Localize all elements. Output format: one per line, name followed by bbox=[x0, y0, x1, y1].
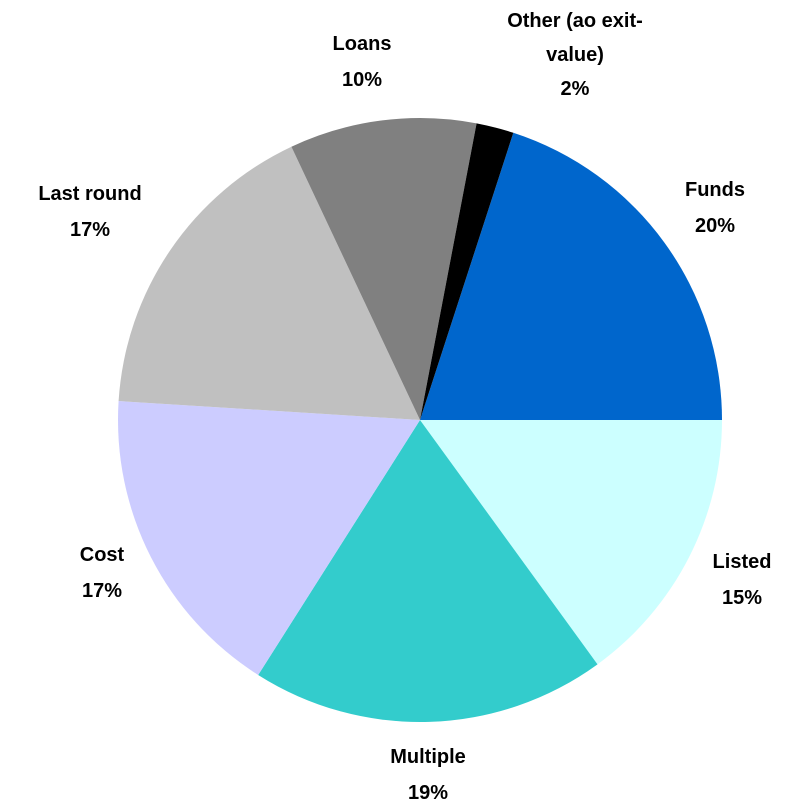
slice-label: Other (ao exit-value) 2% bbox=[490, 4, 660, 106]
slice-label: Loans 10% bbox=[333, 26, 392, 98]
pie-slice bbox=[420, 123, 514, 421]
pie-slice bbox=[420, 132, 722, 420]
category-name: Multiple bbox=[390, 746, 466, 768]
slice-label: Multiple 19% bbox=[390, 739, 466, 811]
value-label: 19% bbox=[407, 782, 449, 804]
slice-label: Listed 15% bbox=[713, 544, 772, 616]
value-label: 17% bbox=[69, 219, 111, 241]
category-name: Last round bbox=[38, 183, 142, 205]
slice-label: Funds 20% bbox=[685, 172, 745, 244]
value-label: 2% bbox=[560, 78, 590, 100]
pie-slice bbox=[291, 118, 477, 420]
pie-slice bbox=[420, 420, 722, 665]
pie-slice bbox=[258, 420, 598, 723]
category-name: Other (ao exit-value) bbox=[507, 10, 643, 66]
value-label: 15% bbox=[721, 587, 763, 609]
category-name: Loans bbox=[332, 33, 392, 55]
slice-label: Last round 17% bbox=[38, 176, 141, 248]
value-label: 20% bbox=[694, 215, 736, 237]
category-name: Listed bbox=[712, 551, 772, 573]
category-name: Cost bbox=[79, 544, 125, 566]
value-label: 10% bbox=[341, 69, 383, 91]
category-name: Funds bbox=[685, 179, 745, 201]
pie-slice bbox=[118, 401, 420, 675]
slice-label: Cost 17% bbox=[80, 537, 124, 609]
pie-slice bbox=[118, 146, 421, 420]
value-label: 17% bbox=[81, 580, 123, 602]
